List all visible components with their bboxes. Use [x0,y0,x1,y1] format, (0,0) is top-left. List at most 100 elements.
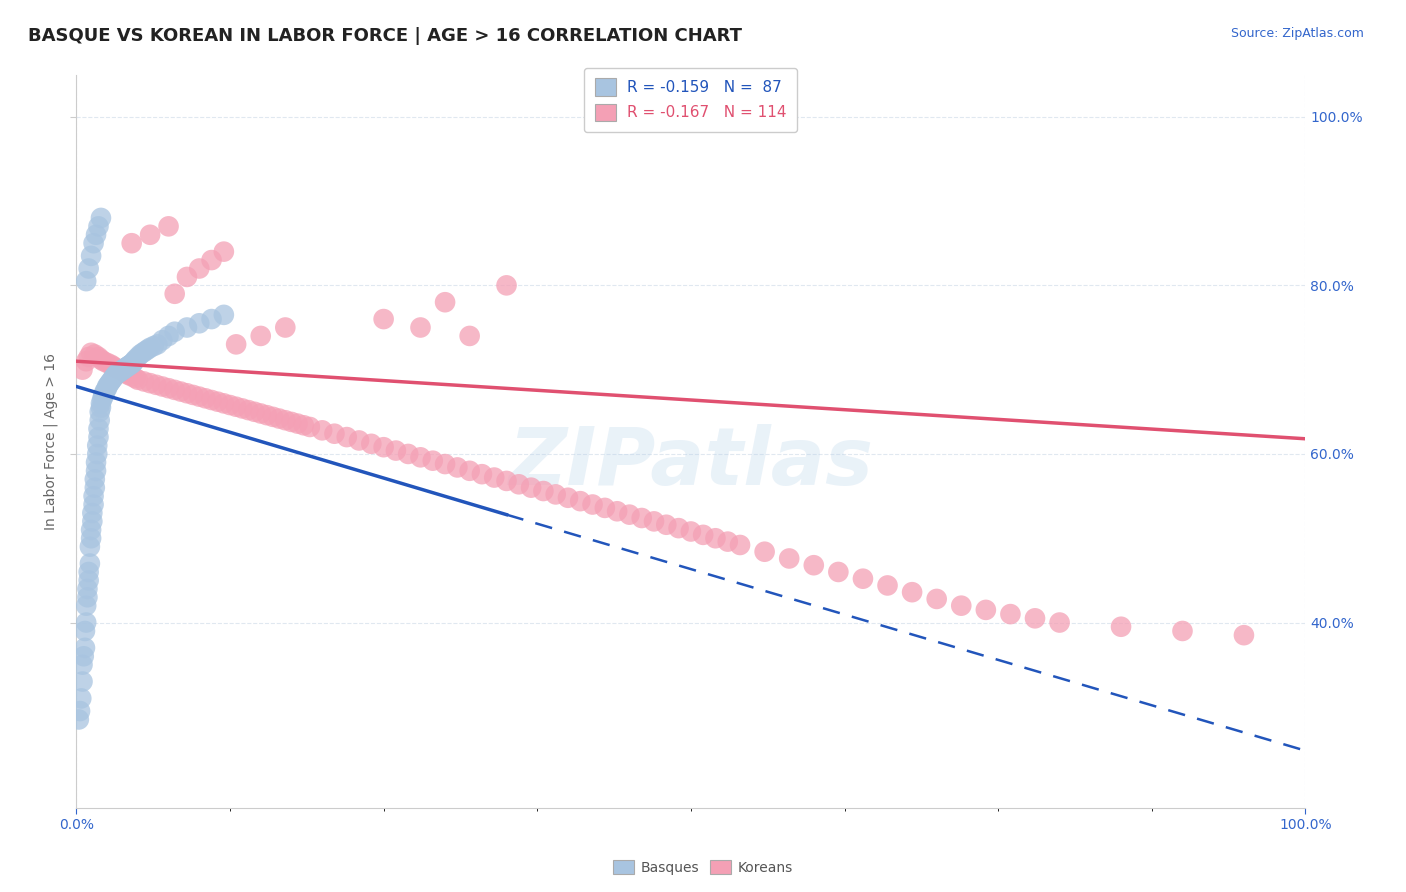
Point [112,364,135,378]
Point [103,371,125,385]
Point [170,384,193,399]
Point [557,491,579,505]
Point [105,367,128,381]
Point [76,582,98,596]
Point [176,269,198,284]
Point [471,467,494,482]
Point [974,603,997,617]
Point [117,368,139,382]
Point [262,409,284,424]
Point [87,430,110,444]
Point [181,388,204,402]
Point [139,341,162,355]
Point [87,350,110,364]
Point [643,515,665,529]
Point [176,386,198,401]
Point [458,464,481,478]
Point [544,487,567,501]
Point [1109,620,1132,634]
Point [73,640,96,655]
Point [269,411,291,425]
Point [82,515,104,529]
Point [104,361,127,376]
Point [90,401,112,415]
Point [107,366,129,380]
Point [86,447,108,461]
Point [79,540,101,554]
Legend: R = -0.159   N =  87, R = -0.167   N = 114: R = -0.159 N = 87, R = -0.167 N = 114 [585,68,797,132]
Point [200,253,222,268]
Point [100,358,122,372]
Point [72,362,94,376]
Point [83,498,105,512]
Point [434,295,457,310]
Point [129,347,152,361]
Point [94,383,117,397]
Point [901,585,924,599]
Point [207,394,229,409]
Point [679,524,702,539]
Point [176,320,198,334]
Y-axis label: In Labor Force | Age > 16: In Labor Force | Age > 16 [44,353,58,530]
Point [434,457,457,471]
Point [1049,615,1071,630]
Point [82,506,104,520]
Point [163,383,186,397]
Point [90,352,112,367]
Point [754,545,776,559]
Point [77,350,100,364]
Point [93,384,115,399]
Point [298,420,321,434]
Point [80,346,103,360]
Point [139,376,162,391]
Point [256,408,278,422]
Point [90,396,112,410]
Point [93,390,115,404]
Point [1171,624,1194,638]
Point [1024,611,1046,625]
Point [495,278,517,293]
Point [98,376,121,391]
Point [152,333,174,347]
Point [136,343,159,357]
Point [90,211,112,225]
Point [80,249,103,263]
Point [249,407,271,421]
Point [77,261,100,276]
Point [323,426,346,441]
Point [83,236,105,251]
Point [84,227,107,242]
Point [87,219,110,234]
Point [96,381,118,395]
Point [104,368,127,382]
Point [145,377,167,392]
Point [373,440,395,454]
Point [100,375,122,389]
Point [569,494,592,508]
Point [114,361,136,376]
Point [360,437,382,451]
Point [336,430,359,444]
Legend: Basques, Koreans: Basques, Koreans [607,855,799,880]
Point [86,438,108,452]
Point [83,347,105,361]
Point [581,498,603,512]
Point [96,379,118,393]
Text: Source: ZipAtlas.com: Source: ZipAtlas.com [1230,27,1364,40]
Point [79,557,101,571]
Point [422,453,444,467]
Point [606,504,628,518]
Point [274,413,297,427]
Point [108,362,131,376]
Point [243,405,266,419]
Point [347,434,370,448]
Point [225,400,247,414]
Point [280,415,302,429]
Point [194,392,217,406]
Point [146,337,169,351]
Point [396,447,419,461]
Point [134,344,156,359]
Point [77,574,100,588]
Point [103,369,125,384]
Point [925,591,948,606]
